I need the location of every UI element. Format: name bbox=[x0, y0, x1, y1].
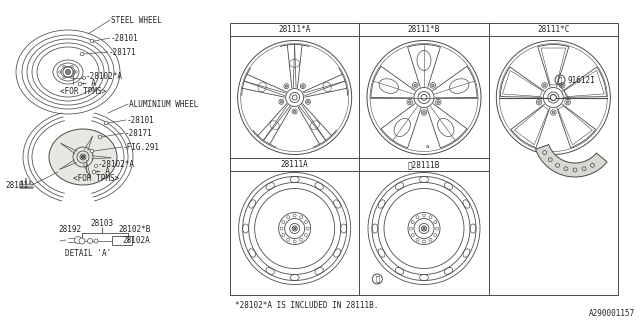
Text: ALUMINIUM WHEEL: ALUMINIUM WHEEL bbox=[129, 100, 198, 108]
Text: -28171: -28171 bbox=[109, 47, 137, 57]
Circle shape bbox=[92, 170, 96, 174]
Circle shape bbox=[538, 101, 540, 103]
Text: a: a bbox=[426, 144, 429, 149]
Circle shape bbox=[423, 228, 425, 229]
Ellipse shape bbox=[49, 129, 117, 185]
Circle shape bbox=[414, 84, 417, 87]
Text: 28102A: 28102A bbox=[122, 236, 150, 245]
Text: <FOR TPMS>: <FOR TPMS> bbox=[73, 173, 119, 182]
FancyBboxPatch shape bbox=[230, 23, 618, 295]
Circle shape bbox=[104, 121, 108, 125]
Text: -28101: -28101 bbox=[111, 34, 139, 43]
Text: -28102*A: -28102*A bbox=[98, 159, 135, 169]
Text: STEEL WHEEL: STEEL WHEEL bbox=[111, 15, 162, 25]
Circle shape bbox=[88, 238, 93, 244]
Circle shape bbox=[81, 156, 84, 158]
Text: ①: ① bbox=[375, 276, 380, 282]
Circle shape bbox=[561, 84, 563, 87]
Circle shape bbox=[280, 100, 282, 103]
Circle shape bbox=[80, 52, 84, 56]
Text: <FOR TPMS>: <FOR TPMS> bbox=[60, 86, 106, 95]
Circle shape bbox=[74, 236, 81, 244]
Circle shape bbox=[437, 101, 440, 103]
Circle shape bbox=[94, 239, 98, 243]
Text: ①: ① bbox=[558, 77, 562, 83]
Text: 28102*B: 28102*B bbox=[118, 226, 150, 235]
Text: -FIG.291: -FIG.291 bbox=[123, 142, 160, 151]
Text: ← A: ← A bbox=[96, 166, 110, 175]
Circle shape bbox=[307, 100, 309, 103]
Circle shape bbox=[98, 135, 102, 139]
Circle shape bbox=[78, 82, 82, 86]
Circle shape bbox=[65, 69, 70, 75]
Circle shape bbox=[431, 84, 434, 87]
Circle shape bbox=[95, 164, 97, 167]
Circle shape bbox=[422, 111, 426, 114]
Circle shape bbox=[301, 85, 304, 87]
Text: *28102*A IS INCLUDED IN 28111B.: *28102*A IS INCLUDED IN 28111B. bbox=[235, 301, 378, 310]
Circle shape bbox=[285, 85, 287, 87]
Text: -28101: -28101 bbox=[127, 116, 155, 124]
Text: 28111*B: 28111*B bbox=[408, 25, 440, 34]
Text: 28103: 28103 bbox=[90, 219, 113, 228]
Circle shape bbox=[79, 238, 85, 244]
Text: 28111*C: 28111*C bbox=[537, 25, 570, 34]
FancyBboxPatch shape bbox=[112, 236, 132, 245]
Text: ← A: ← A bbox=[82, 78, 96, 87]
Circle shape bbox=[543, 84, 546, 87]
Text: 28111A: 28111A bbox=[281, 160, 308, 169]
Wedge shape bbox=[536, 145, 607, 177]
Circle shape bbox=[294, 110, 296, 113]
Text: 91612I: 91612I bbox=[568, 76, 596, 84]
Circle shape bbox=[90, 149, 94, 153]
Text: ※28111B: ※28111B bbox=[408, 160, 440, 169]
Text: -28102*A: -28102*A bbox=[86, 71, 123, 81]
Circle shape bbox=[90, 39, 94, 43]
Circle shape bbox=[566, 101, 569, 103]
Text: DETAIL 'A': DETAIL 'A' bbox=[65, 249, 111, 258]
Text: 28192: 28192 bbox=[58, 226, 81, 235]
Circle shape bbox=[83, 76, 86, 79]
Text: A290001157: A290001157 bbox=[589, 309, 635, 318]
Circle shape bbox=[408, 101, 411, 103]
Text: 28101: 28101 bbox=[5, 180, 28, 189]
Circle shape bbox=[294, 228, 296, 229]
Circle shape bbox=[550, 94, 556, 100]
Text: -28171: -28171 bbox=[125, 129, 153, 138]
Circle shape bbox=[552, 111, 555, 114]
Text: 28111*A: 28111*A bbox=[278, 25, 311, 34]
